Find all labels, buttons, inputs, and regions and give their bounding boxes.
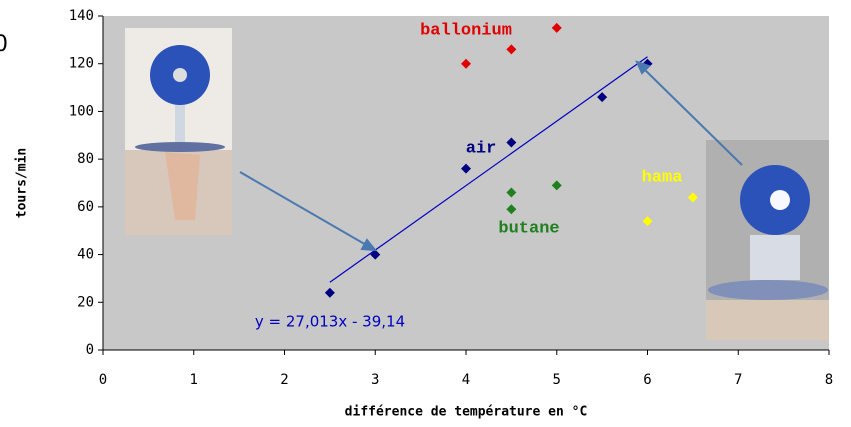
trendline-label: y = 27,013x - 39,14 <box>255 313 405 331</box>
series-label: hama <box>642 168 683 187</box>
y-tick-label: 0 <box>86 342 94 358</box>
y-tick-label: 120 <box>69 56 94 72</box>
x-tick-label: 3 <box>371 372 379 388</box>
y-tick-label: 20 <box>77 294 94 310</box>
series-label: butane <box>498 219 559 238</box>
x-tick-label: 5 <box>553 372 561 388</box>
series-label: air <box>466 139 497 158</box>
photo-right <box>706 140 829 340</box>
x-tick-label: 1 <box>190 372 198 388</box>
x-axis-label: différence de température en °C <box>345 405 588 420</box>
x-tick-label: 0 <box>99 372 107 388</box>
x-tick-label: 2 <box>280 372 288 388</box>
y-axis-label: tours/min <box>15 148 30 218</box>
series-label: ballonium <box>420 21 512 40</box>
y-tick-label: 100 <box>69 103 94 119</box>
photo-left <box>125 28 232 235</box>
y-tick-label: 40 <box>77 247 94 263</box>
x-tick-label: 8 <box>825 372 833 388</box>
x-tick-label: 6 <box>643 372 651 388</box>
y-tick-label: 80 <box>77 151 94 167</box>
cropped-text: 0 <box>0 32 8 57</box>
x-tick-label: 4 <box>462 372 470 388</box>
chart: 0 différence de température en °C tours/… <box>0 0 851 427</box>
y-tick-label: 60 <box>77 199 94 215</box>
y-tick-label: 140 <box>69 8 94 24</box>
x-tick-label: 7 <box>734 372 742 388</box>
